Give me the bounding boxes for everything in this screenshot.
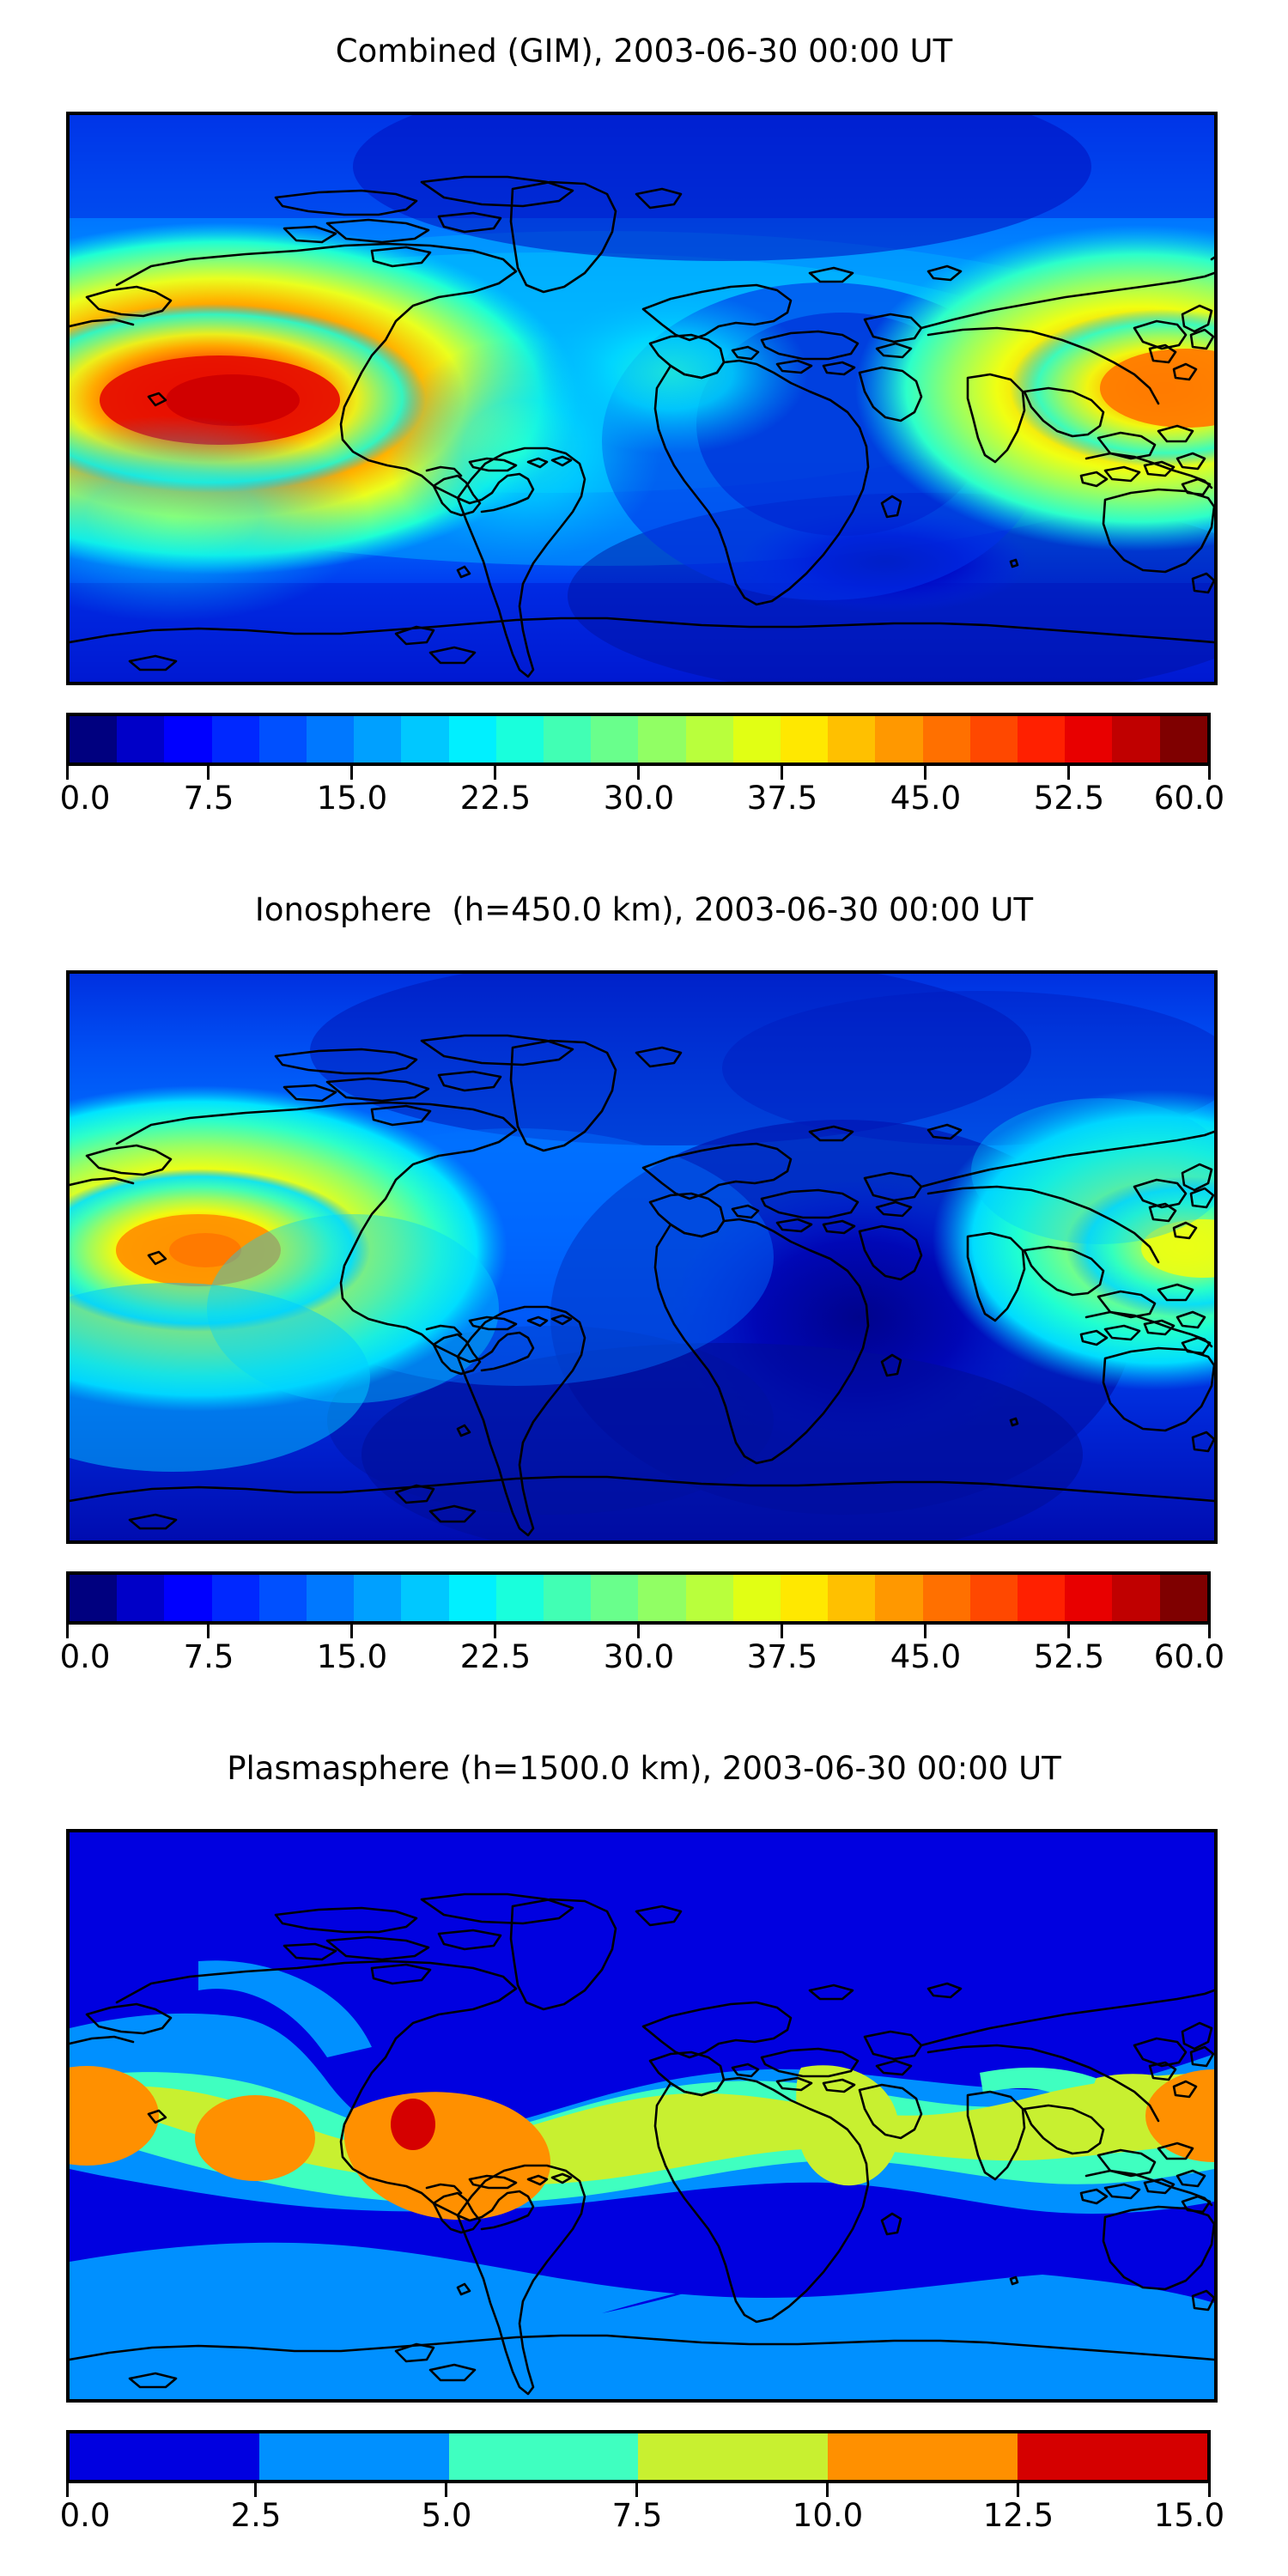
- colorbar-strip-ionosphere: [66, 1571, 1211, 1625]
- cbar2-tick-0: 0.0: [59, 1638, 111, 1675]
- map-axes-plasmasphere: [66, 1829, 1218, 2403]
- map-axes-ionosphere: [66, 970, 1218, 1544]
- panel-title-combined: Combined (GIM), 2003-06-30 00:00 UT: [335, 33, 953, 70]
- map-image-ionosphere: [70, 974, 1214, 1540]
- cbar2-tick-1: 7.5: [183, 1638, 234, 1675]
- colorbar-plasmasphere: 0.0 2.5 5.0 7.5 10.0 12.5 15.0: [60, 2430, 1224, 2534]
- cbar3-tick-2: 5.0: [421, 2497, 472, 2534]
- panel-title-plasmasphere: Plasmasphere (h=1500.0 km), 2003-06-30 0…: [227, 1750, 1061, 1787]
- cbar1-tick-8: 60.0: [1153, 780, 1225, 817]
- colorbar-ionosphere: 0.0 7.5 15.0 22.5 30.0 37.5 45.0 52.5 60…: [60, 1571, 1224, 1675]
- cbar3-tick-6: 15.0: [1153, 2497, 1225, 2534]
- cbar1-tick-7: 52.5: [1033, 780, 1105, 817]
- cbar2-tick-3: 22.5: [459, 1638, 532, 1675]
- cbar3-tick-1: 2.5: [230, 2497, 282, 2534]
- colorbar-combined: 0.0 7.5 15.0 22.5 30.0 37.5 45.0 52.5 60…: [60, 713, 1224, 817]
- cbar2-tick-8: 60.0: [1153, 1638, 1225, 1675]
- cbar1-tick-3: 22.5: [459, 780, 532, 817]
- cbar1-tick-2: 15.0: [316, 780, 388, 817]
- panel-title-ionosphere: Ionosphere (h=450.0 km), 2003-06-30 00:0…: [254, 891, 1034, 928]
- colorbar-labels-ionosphere: 0.0 7.5 15.0 22.5 30.0 37.5 45.0 52.5 60…: [60, 1638, 1225, 1676]
- cbar2-tick-4: 30.0: [603, 1638, 675, 1675]
- cbar2-tick-2: 15.0: [316, 1638, 388, 1675]
- map-image-combined: [70, 115, 1214, 682]
- cbar1-tick-4: 30.0: [603, 780, 675, 817]
- panel-combined-gim: Combined (GIM), 2003-06-30 00:00 UT: [0, 0, 1288, 859]
- cbar2-tick-7: 52.5: [1033, 1638, 1105, 1675]
- map-axes-combined: [66, 112, 1218, 685]
- panel-ionosphere: Ionosphere (h=450.0 km), 2003-06-30 00:0…: [0, 859, 1288, 1717]
- colorbar-ticks-plasmasphere: [66, 2483, 1211, 2497]
- cbar2-tick-5: 37.5: [746, 1638, 818, 1675]
- cbar3-tick-4: 10.0: [792, 2497, 864, 2534]
- colorbar-labels-plasmasphere: 0.0 2.5 5.0 7.5 10.0 12.5 15.0: [60, 2497, 1225, 2535]
- cbar1-tick-6: 45.0: [890, 780, 962, 817]
- colorbar-labels-combined: 0.0 7.5 15.0 22.5 30.0 37.5 45.0 52.5 60…: [60, 780, 1225, 817]
- cbar3-tick-0: 0.0: [59, 2497, 111, 2534]
- cbar3-tick-3: 7.5: [611, 2497, 663, 2534]
- panel-plasmasphere: Plasmasphere (h=1500.0 km), 2003-06-30 0…: [0, 1717, 1288, 2576]
- cbar1-tick-1: 7.5: [183, 780, 234, 817]
- colorbar-strip-plasmasphere: [66, 2430, 1211, 2483]
- colorbar-strip-combined: [66, 713, 1211, 766]
- cbar2-tick-6: 45.0: [890, 1638, 962, 1675]
- colorbar-ticks-combined: [66, 766, 1211, 780]
- cbar1-tick-0: 0.0: [59, 780, 111, 817]
- cbar1-tick-5: 37.5: [746, 780, 818, 817]
- colorbar-ticks-ionosphere: [66, 1625, 1211, 1638]
- cbar3-tick-5: 12.5: [982, 2497, 1054, 2534]
- map-image-plasmasphere: [70, 1832, 1214, 2399]
